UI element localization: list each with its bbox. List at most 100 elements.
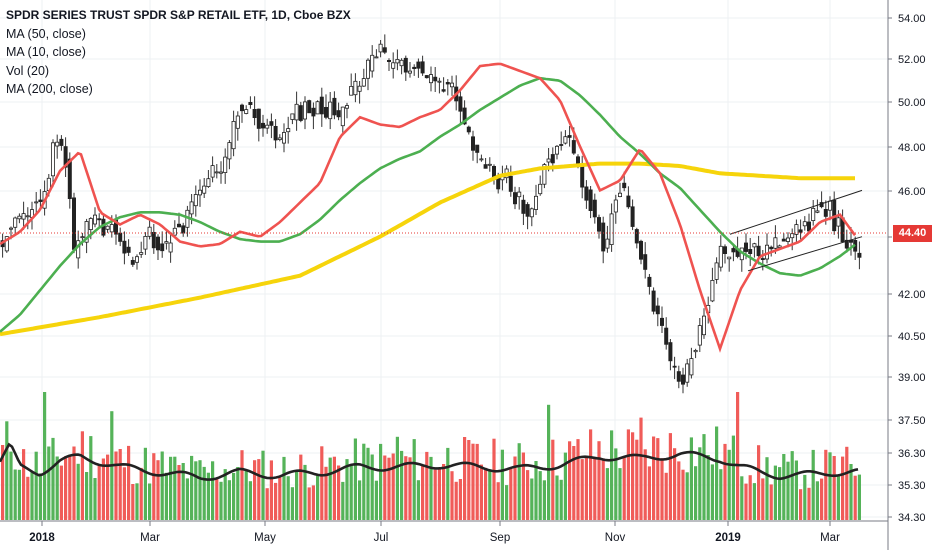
volume-bar-65 <box>274 482 278 520</box>
volume-bar-185 <box>778 467 782 520</box>
volume-bar-14 <box>59 465 63 520</box>
candle-body-35 <box>147 226 152 237</box>
candle-body-164 <box>689 358 694 376</box>
candle-body-22 <box>93 214 98 225</box>
volume-bar-105 <box>442 464 446 520</box>
ma50-line <box>0 76 856 333</box>
candle-body-15 <box>63 146 68 168</box>
candle-body-46 <box>193 194 198 207</box>
volume-bar-52 <box>219 481 223 520</box>
volume-bar-198 <box>832 456 836 520</box>
candle-body-39 <box>164 241 169 244</box>
candle-body-130 <box>546 158 551 163</box>
volume-bar-158 <box>664 472 668 520</box>
candle-body-28 <box>118 232 123 242</box>
candle-body-114 <box>479 158 484 161</box>
candle-body-140 <box>588 189 593 211</box>
candle-body-53 <box>223 156 228 174</box>
volume-bar-136 <box>572 446 576 520</box>
volume-bar-109 <box>458 479 462 520</box>
volume-bar-40 <box>169 456 173 520</box>
volume-bar-176 <box>740 476 744 520</box>
candle-body-34 <box>143 235 148 250</box>
volume-bar-145 <box>610 430 614 520</box>
candle-body-172 <box>723 246 728 254</box>
candle-body-56 <box>235 115 240 129</box>
volume-bar-61 <box>257 459 261 520</box>
candle-body-13 <box>55 141 60 147</box>
candle-body-63 <box>265 124 270 129</box>
volume-bar-115 <box>484 467 488 520</box>
volume-ma-line <box>0 442 859 481</box>
volume-bar-174 <box>731 435 735 520</box>
volume-bar-175 <box>736 392 740 520</box>
volume-bar-41 <box>173 456 177 520</box>
candle-body-61 <box>256 108 261 129</box>
candle-body-165 <box>693 349 698 353</box>
candle-body-37 <box>155 236 160 251</box>
volume-bar-149 <box>626 429 630 520</box>
volume-bar-97 <box>408 457 412 520</box>
volume-bar-186 <box>782 454 786 520</box>
volume-bar-71 <box>299 454 303 520</box>
volume-bar-23 <box>97 464 101 520</box>
volume-bar-4 <box>17 469 21 520</box>
candle-body-3 <box>13 217 18 228</box>
candle-body-154 <box>647 276 652 287</box>
volume-bar-30 <box>127 445 131 520</box>
candle-body-121 <box>508 175 513 192</box>
volume-bar-17 <box>72 446 76 520</box>
volume-bar-101 <box>425 451 429 520</box>
candle-body-59 <box>248 102 253 106</box>
volume-bar-177 <box>744 483 748 520</box>
volume-bar-144 <box>605 468 609 520</box>
candle-body-132 <box>555 145 560 155</box>
candle-body-99 <box>416 61 421 69</box>
volume-bar-137 <box>576 439 580 520</box>
candle-body-135 <box>567 135 572 138</box>
volume-bar-28 <box>118 449 122 520</box>
candle-body-113 <box>475 144 480 153</box>
time-tick-label-6: 2019 <box>715 532 741 544</box>
volume-bar-44 <box>185 478 189 520</box>
volume-bar-86 <box>362 443 366 520</box>
volume-bar-168 <box>706 455 710 520</box>
candle-body-16 <box>67 158 72 200</box>
candle-body-149 <box>626 195 631 208</box>
volume-bar-200 <box>841 456 845 520</box>
ma200-line <box>0 161 855 337</box>
price-tick-label-7: 40.50 <box>898 331 926 343</box>
chart-legend: SPDR SERIES TRUST SPDR S&P RETAIL ETF, 1… <box>6 6 351 99</box>
legend-ma200[interactable]: MA (200, close) <box>6 82 93 96</box>
candle-body-162 <box>681 374 686 385</box>
candle-body-8 <box>34 201 39 204</box>
candle-body-126 <box>529 208 534 218</box>
volume-bar-46 <box>194 461 198 520</box>
candle-body-51 <box>214 171 219 174</box>
legend-ma10[interactable]: MA (10, close) <box>6 45 86 59</box>
volume-bar-125 <box>526 470 530 520</box>
candle-body-9 <box>38 199 43 203</box>
candle-body-144 <box>605 238 610 249</box>
legend-vol[interactable]: Vol (20) <box>6 63 50 78</box>
volume-bar-64 <box>269 460 273 520</box>
candle-body-25 <box>105 225 110 230</box>
volume-bar-47 <box>198 460 202 520</box>
candle-body-1 <box>4 236 9 252</box>
volume-bar-126 <box>530 478 534 520</box>
legend-ma50[interactable]: MA (50, close) <box>6 26 86 41</box>
volume-bar-133 <box>559 479 563 520</box>
candle-body-79 <box>332 97 337 116</box>
candle-body-110 <box>462 107 467 125</box>
candle-body-29 <box>122 240 127 254</box>
volume-bar-90 <box>379 443 383 520</box>
volume-bar-192 <box>807 487 811 520</box>
volume-bar-8 <box>34 451 38 520</box>
volume-bar-7 <box>30 471 34 520</box>
candle-body-77 <box>323 107 328 118</box>
volume-bar-197 <box>828 452 832 520</box>
candle-body-155 <box>651 290 656 312</box>
candle-body-97 <box>407 70 412 74</box>
